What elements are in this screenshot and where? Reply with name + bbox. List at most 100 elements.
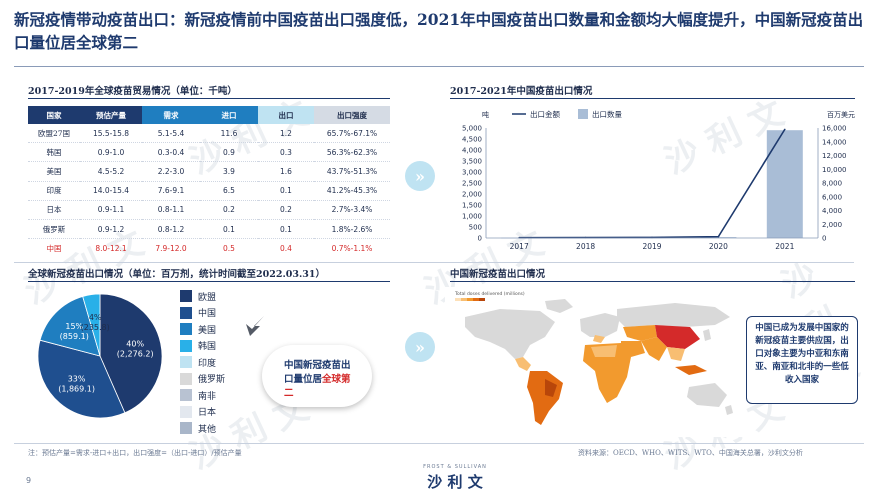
production-cell: 0.9-1.0 (80, 142, 142, 162)
central-america-region (515, 357, 531, 371)
legend-item: 印度 (180, 354, 250, 371)
pie-pct-label: 4% (89, 313, 102, 322)
country-cell: 日本 (28, 199, 80, 220)
russia-region (617, 303, 730, 327)
section-underline (28, 281, 390, 282)
import-cell: 0.5 (200, 238, 258, 258)
left-axis: 0 500 1,000 1,500 2,000 2,500 3,000 3,500 4,000 4… (462, 125, 487, 243)
demand-cell: 7.9-12.0 (142, 238, 200, 258)
header-cell-demand: 需求 (142, 106, 200, 124)
pie-pct-label: 40% (126, 340, 144, 349)
import-cell: 11.6 (220, 128, 238, 138)
line-point-2021 (784, 128, 786, 131)
x-tick-label: 2021 (775, 242, 794, 251)
right-axis: 0 2,000 4,000 6,000 8,000 10,000 12,000 14,000 1… (817, 125, 847, 243)
bar-2020 (700, 237, 737, 238)
header-cell-export: 出口 (258, 106, 314, 124)
intensity-cell: 1.8%-2.6% (314, 218, 390, 239)
greenland-region (545, 299, 573, 313)
australia-region (687, 383, 727, 407)
callout-text: 中国新冠疫苗出口量位居全球第二 (262, 345, 372, 401)
table-row: 美国 4.5-5.2 2.2-3.0 3.9 1.6 43.7%-51.3% (28, 161, 390, 182)
export-cell: 1.6 (258, 161, 314, 182)
pie-slice-韩国 (82, 293, 101, 357)
demand-cell: 5.1-5.4 (157, 128, 185, 138)
right-tick-label: 4,000 (822, 207, 842, 215)
import-cell: 0.2 (200, 199, 258, 220)
import-cell: 0.1 (200, 218, 258, 239)
import-cell: 0.9 (200, 142, 258, 162)
bar-2021 (766, 130, 803, 238)
intensity-cell: 0.7%-1.1% (314, 238, 390, 258)
table-row: 日本 0.9-1.1 0.8-1.1 0.2 0.2 2.7%-3.4% (28, 199, 390, 220)
production-cell: 4.5-5.2 (80, 161, 142, 182)
legend-label: 南非 (198, 391, 217, 402)
x-axis: 2017 2018 2019 2020 2021 (486, 237, 818, 251)
legend-swatch (180, 323, 192, 336)
brazil-region (545, 379, 557, 397)
production-cell: 0.9-1.1 (80, 199, 142, 220)
country-cell: 美国 (28, 161, 80, 182)
export-combo-chart: 0 500 1,000 1,500 2,000 2,500 3,000 3,500 4,000 4… (462, 109, 855, 251)
callout-normal: 中国新冠疫苗出口量位居 (284, 360, 351, 385)
pie-value-label: (235.8) (81, 323, 110, 332)
legend-label: 印度 (198, 358, 217, 369)
mid-divider (14, 262, 854, 263)
right-tick-label: 0 (822, 235, 826, 243)
pie-value-label: (859.1) (60, 332, 89, 341)
legend-label: 中国 (198, 309, 217, 320)
left-unit-label: 吨 (482, 110, 489, 119)
source-note: 资料来源：OECD、WHO、WITS、WTO、中国海关总署，沙利文分析 (578, 449, 803, 457)
production-cell: 15.5-15.8 (92, 128, 130, 138)
import-cell: 6.5 (200, 180, 258, 201)
trade-table-heading: 2017-2019年全球疫苗贸易情况（单位：千吨） (28, 86, 237, 97)
pie-pct-label: 33% (68, 374, 86, 383)
table-row: 俄罗斯 0.9-1.2 0.8-1.2 0.1 0.1 1.8%-2.6% (28, 218, 390, 239)
chevron-right-icon: » (405, 161, 435, 191)
right-tick-label: 6,000 (822, 193, 842, 201)
legend-swatch (180, 356, 192, 369)
section-underline (28, 98, 390, 99)
right-tick-label: 2,000 (822, 221, 842, 229)
left-tick-label: 3,000 (462, 169, 482, 177)
footer-divider (14, 443, 864, 444)
north-america-region (465, 309, 555, 359)
x-tick-label: 2018 (576, 242, 595, 251)
southeast-asia-region (667, 347, 685, 361)
import-cell: 3.9 (200, 161, 258, 182)
right-unit-label: 百万美元 (827, 110, 855, 119)
legend-swatch (180, 339, 192, 352)
legend-label: 其他 (198, 424, 217, 435)
legend-item: 日本 (180, 404, 250, 421)
left-tick-label: 2,000 (462, 191, 482, 199)
europe-region (580, 313, 620, 337)
intensity-cell: 2.7%-3.4% (314, 199, 390, 220)
central-asia-region (623, 325, 657, 341)
legend-swatch (180, 405, 192, 418)
pie-slice-美国 (39, 295, 101, 357)
export-pie-chart: 40%(2,276.2) 33%(1,869.1) 15%(859.1) 4%(235… (37, 293, 163, 419)
page-title: 新冠疫情带动疫苗出口：新冠疫情前中国疫苗出口强度低，2021年中国疫苗出口数量和… (14, 10, 864, 52)
callout-bubble: 中国新冠疫苗出口量位居全球第二 (262, 345, 372, 407)
arrow-down-left-icon (246, 314, 266, 336)
table-row: 韩国 0.9-1.0 0.3-0.4 0.9 0.3 56.3%-62.3% (28, 142, 390, 162)
trade-table: 国家 预估产量 需求 进口 出口 出口强度 欧盟27国 15.5-15.8 5.… (28, 106, 390, 258)
country-cell: 印度 (28, 180, 80, 201)
brand-logo: 沙 利 文 (427, 473, 483, 491)
header-cell-import: 进口 (200, 106, 258, 124)
right-tick-label: 14,000 (822, 138, 847, 146)
header-cell-intensity: 出口强度 (314, 106, 390, 124)
left-tick-label: 5,000 (462, 125, 482, 133)
legend-label: 韩国 (198, 342, 217, 353)
export-chart-heading: 2017-2021年中国疫苗出口情况 (450, 86, 593, 97)
pie-slice-欧盟 (99, 293, 163, 414)
header-cell-production: 预估产量 (80, 106, 142, 124)
country-cell: 俄罗斯 (28, 218, 80, 239)
pie-section-heading: 全球新冠疫苗出口情况（单位：百万剂，统计时间截至2022.03.31） (28, 269, 325, 280)
chart-legend: 出口金额 出口数量 (512, 109, 622, 119)
map-callout-box: 中国已成为发展中国家的新冠疫苗主要供应国，出口对象主要为中亚和东南亚、南亚和北非… (746, 316, 858, 404)
demand-cell: 7.6-9.1 (142, 180, 200, 201)
legend-item: 其他 (180, 420, 250, 437)
pie-legend: 欧盟 中国 美国 韩国 印度 俄罗斯 南非 日本 其他 (180, 288, 250, 437)
country-cell: 韩国 (28, 142, 80, 162)
